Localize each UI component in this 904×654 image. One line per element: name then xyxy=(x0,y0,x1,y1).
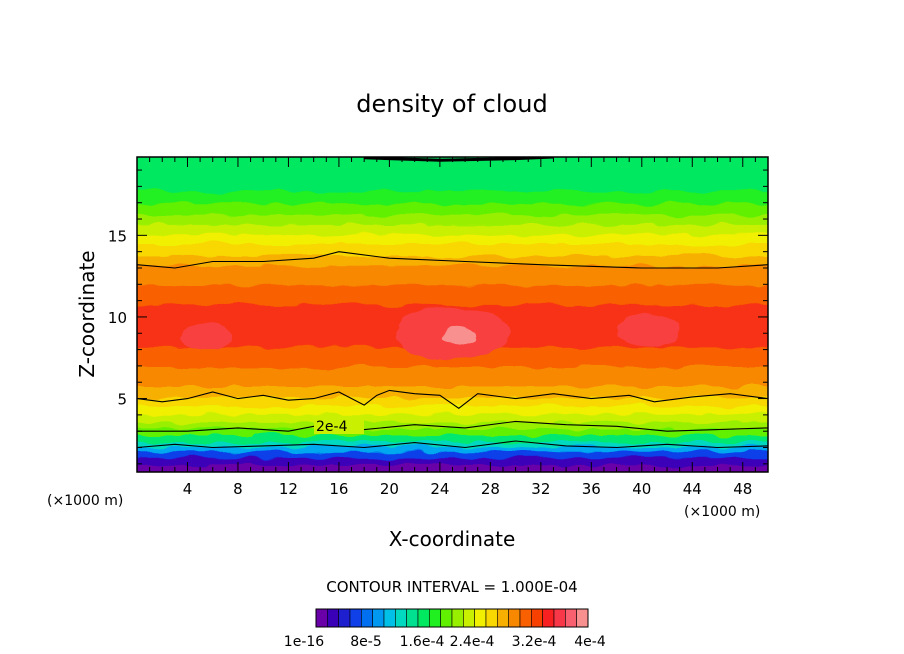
density-layer xyxy=(137,404,768,415)
colorbar-swatch xyxy=(531,608,543,628)
x-tick-label: 32 xyxy=(531,480,550,498)
colorbar-swatch xyxy=(451,608,464,628)
density-layer xyxy=(137,188,768,204)
colorbar-swatch xyxy=(383,608,396,628)
density-maximum xyxy=(616,313,680,347)
x-axis-label: X-coordinate xyxy=(389,527,516,551)
x-tick-label: 44 xyxy=(683,480,702,498)
colorbar-label: 1.6e-4 xyxy=(400,634,445,650)
x-tick-label: 4 xyxy=(183,480,193,498)
x-tick-label: 36 xyxy=(582,480,601,498)
colorbar-swatch xyxy=(474,608,487,628)
y-tick-label: 15 xyxy=(108,227,127,245)
colorbar-label: 4e-4 xyxy=(574,634,606,650)
colorbar-swatch xyxy=(361,608,373,628)
contour-line xyxy=(137,440,768,449)
density-layer xyxy=(137,462,768,472)
density-layer xyxy=(137,433,768,442)
density-layer xyxy=(137,201,768,216)
density-layer xyxy=(137,412,768,423)
colorbar-swatch xyxy=(508,608,521,628)
density-layer xyxy=(137,263,768,286)
x-tick-label: 40 xyxy=(632,480,651,498)
contour-interval-text: CONTOUR INTERVAL = 1.000E-04 xyxy=(326,578,577,596)
x-tick-label: 20 xyxy=(380,480,399,498)
colorbar-swatch xyxy=(497,608,509,628)
colorbar-frame xyxy=(315,608,589,628)
colorbar-swatch xyxy=(463,608,475,628)
density-layer xyxy=(137,384,768,398)
density-layer xyxy=(137,242,768,256)
colorbar-swatch xyxy=(417,608,430,628)
density-layer xyxy=(137,395,768,407)
contour-lines xyxy=(137,157,768,449)
colorbar-swatch xyxy=(395,608,407,628)
x-tick-label: 24 xyxy=(430,480,449,498)
colorbar-label: 3.2e-4 xyxy=(512,634,557,650)
colorbar-swatch xyxy=(542,608,555,628)
x-tick-label: 12 xyxy=(279,480,298,498)
colorbar-label: 1e-16 xyxy=(284,634,324,650)
colorbar-swatch xyxy=(327,608,339,628)
colorbar-swatch xyxy=(565,608,577,628)
x-tick-label: 48 xyxy=(733,480,752,498)
density-layer xyxy=(137,426,768,436)
density-layer xyxy=(137,439,768,447)
colorbar xyxy=(315,608,589,628)
density-layer xyxy=(137,364,768,387)
contour-line-label: 2e-4 xyxy=(316,419,348,435)
colorbar-swatch xyxy=(429,608,441,628)
y-tick-label: 5 xyxy=(117,391,127,409)
x-tick-label: 8 xyxy=(233,480,243,498)
y-tick-label: 10 xyxy=(108,309,127,327)
colorbar-swatch xyxy=(406,608,419,628)
contour-line xyxy=(137,389,768,409)
colorbar-swatch xyxy=(440,608,453,628)
x-unit-label: (×1000 m) xyxy=(47,493,123,509)
density-maximum xyxy=(181,323,232,350)
colorbar-swatch xyxy=(315,608,328,628)
density-layer xyxy=(137,253,768,266)
chart-title: density of cloud xyxy=(356,90,547,118)
x-axis: 4 8 12 16 20 24 28 32 36 40 44 48 xyxy=(149,157,756,498)
colorbar-label: 2.4e-4 xyxy=(450,634,495,650)
density-layer xyxy=(137,449,768,459)
density-layer xyxy=(137,444,768,452)
density-layer xyxy=(137,157,768,191)
colorbar-swatch xyxy=(338,608,351,628)
plot-area xyxy=(137,157,768,472)
colorbar-swatch xyxy=(485,608,498,628)
density-layer xyxy=(137,213,768,225)
density-layer xyxy=(137,456,768,465)
density-maximum xyxy=(441,326,477,347)
contour-label-bg xyxy=(314,418,364,434)
colorbar-swatch xyxy=(553,608,566,628)
density-layer xyxy=(137,232,768,245)
colorbar-label: 8e-5 xyxy=(350,634,381,650)
y-axis-label: Z-coordinate xyxy=(75,250,99,377)
density-layer xyxy=(137,420,768,429)
colorbar-swatch xyxy=(519,608,532,628)
colorbar-swatch xyxy=(372,608,385,628)
z-unit-label: (×1000 m) xyxy=(684,504,760,520)
density-layer xyxy=(137,283,768,305)
contour-line xyxy=(137,420,768,432)
x-tick-label: 28 xyxy=(481,480,500,498)
y-axis: 5 10 15 xyxy=(108,169,768,465)
colorbar-swatch xyxy=(349,608,362,628)
x-tick-label: 16 xyxy=(329,480,348,498)
density-layer xyxy=(137,222,768,235)
colorbar-labels: 1e-16 8e-5 1.6e-4 2.4e-4 3.2e-4 4e-4 xyxy=(284,634,606,650)
density-maxima xyxy=(181,307,680,360)
colorbar-swatch xyxy=(576,608,589,628)
contour-line xyxy=(137,251,768,269)
